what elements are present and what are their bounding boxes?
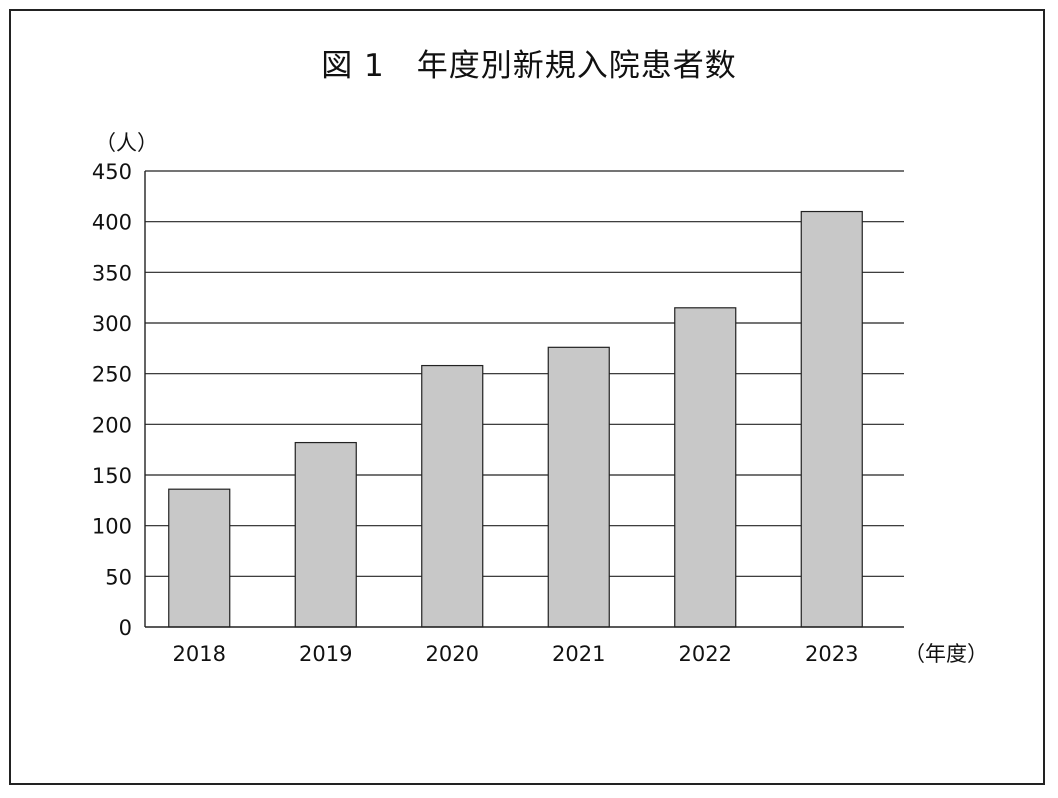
y-tick-label: 400 xyxy=(92,211,132,235)
y-tick-label: 250 xyxy=(92,363,132,387)
x-tick-label: 2022 xyxy=(679,642,732,666)
x-tick-label: 2021 xyxy=(552,642,605,666)
bar-2022 xyxy=(674,307,737,628)
chart-title: 図 1 年度別新規入院患者数 xyxy=(321,48,737,84)
y-tick-label: 200 xyxy=(92,413,132,437)
bar-2020 xyxy=(421,364,484,628)
bars xyxy=(168,210,863,628)
y-tick-label: 300 xyxy=(92,312,132,336)
y-tick-label: 100 xyxy=(92,515,132,539)
x-tick-label: 2020 xyxy=(426,642,479,666)
gridlines xyxy=(145,170,904,577)
y-tick-label: 350 xyxy=(92,261,132,285)
bar-2023 xyxy=(800,210,863,628)
bar-2018 xyxy=(168,488,231,628)
x-axis-unit-label: （年度） xyxy=(904,642,988,666)
bar-2019 xyxy=(294,441,357,628)
y-axis-unit-label: （人） xyxy=(95,131,158,155)
x-tick-label: 2023 xyxy=(805,642,858,666)
y-tick-label: 50 xyxy=(105,565,132,589)
x-tick-label: 2018 xyxy=(173,642,226,666)
tick-labels: 0 50 100 150 200 250 300 350 400 450 2018 2019 2020 2… xyxy=(92,160,859,666)
axes xyxy=(144,171,904,628)
chart-frame xyxy=(9,9,1045,785)
y-tick-label: 0 xyxy=(119,616,132,640)
y-tick-label: 150 xyxy=(92,464,132,488)
y-tick-label: 450 xyxy=(92,160,132,184)
bar-2021 xyxy=(547,346,610,628)
x-tick-label: 2019 xyxy=(299,642,352,666)
